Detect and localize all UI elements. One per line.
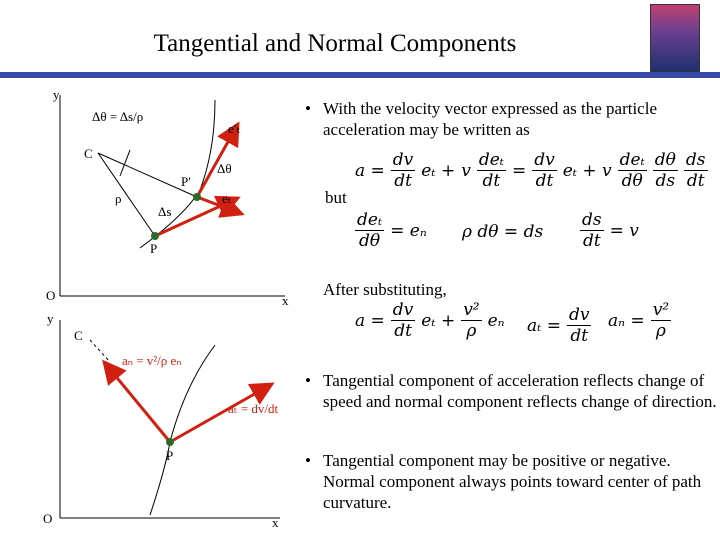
fraction: deₜ dθ xyxy=(355,210,385,251)
equation: ds dt = v xyxy=(580,210,639,251)
label: Δs xyxy=(158,204,171,219)
label: O xyxy=(43,511,52,526)
bottom-figure xyxy=(59,320,280,519)
denominator: dt xyxy=(686,171,705,191)
denominator: ds xyxy=(655,171,676,191)
label: y xyxy=(53,87,60,102)
label: Δθ xyxy=(217,161,232,176)
fraction: v² ρ xyxy=(650,300,672,341)
label: P′ xyxy=(181,174,191,189)
bottom-arrows xyxy=(102,359,275,444)
label: eₜ xyxy=(222,191,232,206)
denominator: dt xyxy=(482,171,501,191)
fraction: dv dt xyxy=(390,150,416,191)
equation: aₜ = dv dt xyxy=(527,305,592,346)
label: P xyxy=(150,241,157,256)
label: aₙ = v²/ρ eₙ xyxy=(122,353,181,368)
fraction: deₜ dθ xyxy=(617,150,647,191)
denominator: dt xyxy=(535,171,554,191)
numerator: v² xyxy=(461,300,482,321)
point xyxy=(193,193,201,201)
bullet: With the velocity vector expressed as th… xyxy=(305,98,683,140)
equation-term: a = xyxy=(355,160,385,181)
denominator: dθ xyxy=(621,171,643,191)
text: but xyxy=(325,188,347,207)
numerator: v² xyxy=(650,300,672,321)
fraction: ds dt xyxy=(580,210,604,251)
denominator: dθ xyxy=(359,231,381,251)
numerator: dv xyxy=(532,150,557,171)
label: O xyxy=(46,288,55,303)
equation-term: eₙ xyxy=(487,310,505,331)
label: x xyxy=(282,293,289,308)
top-arrows xyxy=(154,121,245,238)
fraction: dθ ds xyxy=(652,150,678,191)
numerator: deₜ xyxy=(617,150,647,171)
label: ρ xyxy=(115,191,122,206)
numerator: ds xyxy=(683,150,708,171)
numerator: dv xyxy=(390,150,416,171)
numerator: deₜ xyxy=(476,150,506,171)
title: Tangential and Normal Components xyxy=(153,30,517,57)
fraction: deₜ dt xyxy=(476,150,506,191)
equation-term: aₜ = xyxy=(527,315,561,336)
figures: y x O C P P′ ρ Δs Δθ eₜ e′ₜ Δθ = Δs/ρ y … xyxy=(43,87,289,530)
top-figure xyxy=(59,95,285,297)
denominator: ρ xyxy=(655,321,666,341)
denominator: dt xyxy=(394,171,412,191)
fraction: dv dt xyxy=(390,300,416,341)
numerator: dθ xyxy=(652,150,678,171)
label: e′ₜ xyxy=(228,121,241,136)
numerator: dv xyxy=(566,305,592,326)
numerator: dv xyxy=(390,300,416,321)
numerator: ds xyxy=(580,210,604,231)
label: P xyxy=(166,448,173,463)
point xyxy=(166,438,174,446)
equation: a = dv dt eₜ + v deₜ dt = dv dt eₜ + v deₜ dθ dθ ds ds d… xyxy=(355,150,708,191)
label: x xyxy=(272,515,279,530)
text: After substituting, xyxy=(323,280,447,299)
equation-term: eₜ + xyxy=(421,160,456,181)
label: Δθ = Δs/ρ xyxy=(92,109,143,124)
denominator: dt xyxy=(582,231,601,251)
equation: a = dv dt eₜ + v² ρ eₙ xyxy=(355,300,505,341)
label: C xyxy=(84,146,93,161)
bullet: Tangential component of acceleration ref… xyxy=(305,370,720,412)
equation-term: ρ dθ = ds xyxy=(462,222,544,242)
equation-term: eₜ + v xyxy=(562,160,612,181)
equation-term: v xyxy=(461,160,471,181)
equation-term: = xyxy=(511,160,527,181)
equation-term: = v xyxy=(609,220,639,241)
title-rule xyxy=(0,72,720,78)
denominator: dt xyxy=(394,321,412,341)
equation-term: aₙ = xyxy=(608,310,645,331)
label: aₜ = dv/dt xyxy=(228,401,279,416)
denominator: dt xyxy=(570,326,589,346)
bullet: Tangential component may be positive or … xyxy=(305,450,720,513)
equation: deₜ dθ = eₙ xyxy=(355,210,427,251)
point xyxy=(151,232,159,240)
label: C xyxy=(74,328,83,343)
fraction: dv dt xyxy=(532,150,557,191)
numerator: deₜ xyxy=(355,210,385,231)
equation-term: eₜ + xyxy=(421,310,456,331)
equation: aₙ = v² ρ xyxy=(608,300,672,341)
equation-term: = eₙ xyxy=(390,220,427,241)
equation-term: a = xyxy=(355,310,385,331)
book-cover xyxy=(650,4,700,72)
fraction: v² ρ xyxy=(461,300,482,341)
denominator: ρ xyxy=(466,321,477,341)
label: y xyxy=(47,311,54,326)
fraction: ds dt xyxy=(683,150,708,191)
fraction: dv dt xyxy=(566,305,592,346)
equation: ρ dθ = ds xyxy=(462,222,543,242)
